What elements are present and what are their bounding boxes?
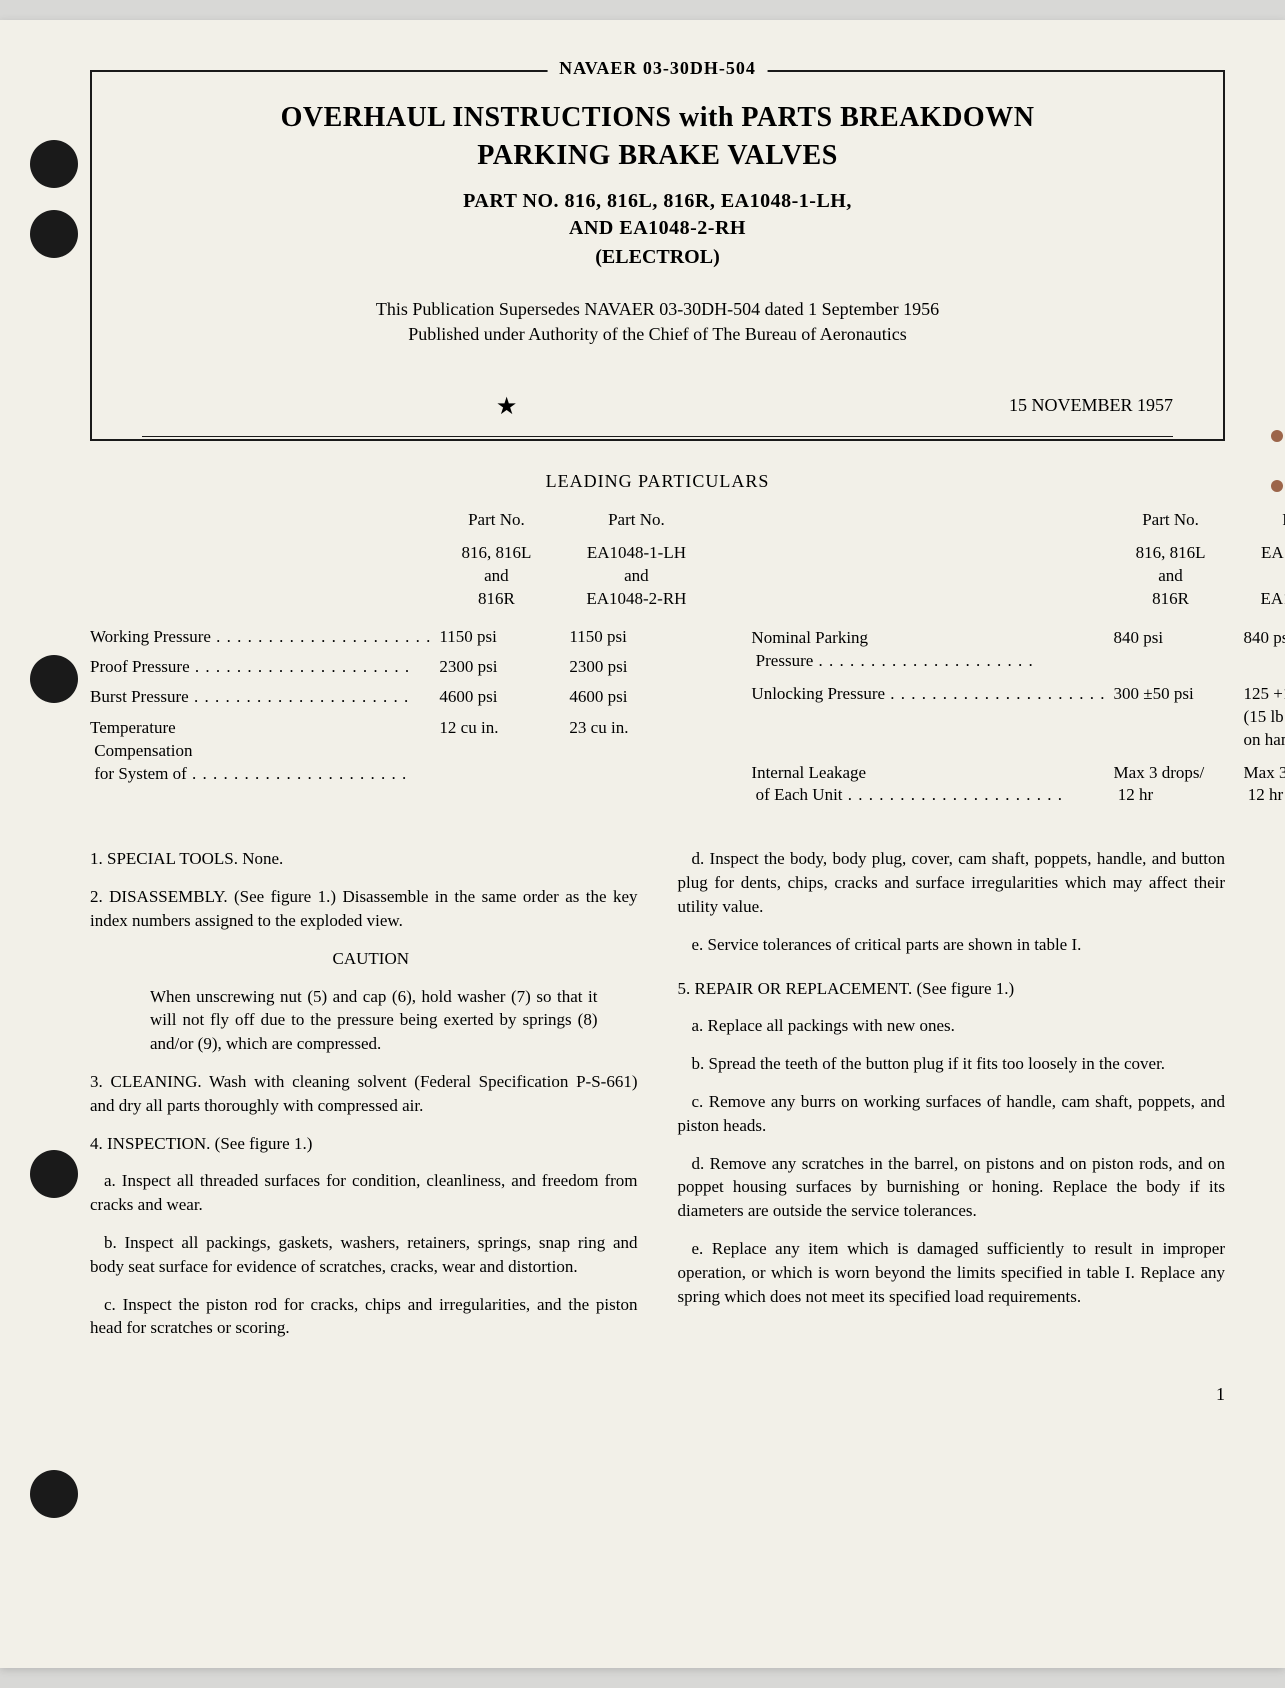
body-right-column: d. Inspect the body, body plug, cover, c… bbox=[678, 847, 1226, 1354]
publication-date: 15 NOVEMBER 1957 bbox=[142, 395, 1173, 416]
document-page: NAVAER 03-30DH-504 OVERHAUL INSTRUCTIONS… bbox=[0, 20, 1285, 1668]
para: d. Inspect the body, body plug, cover, c… bbox=[678, 847, 1226, 918]
caution-heading: CAUTION bbox=[90, 947, 638, 971]
para: e. Service tolerances of critical parts … bbox=[678, 933, 1226, 957]
spec-row: Temperature Compensation for System of 1… bbox=[90, 717, 711, 786]
para: 1. SPECIAL TOOLS. None. bbox=[90, 847, 638, 871]
para: 5. REPAIR OR REPLACEMENT. (See figure 1.… bbox=[678, 977, 1226, 1001]
spec-row: Nominal Parking Pressure 840 psi 840 psi bbox=[751, 627, 1285, 673]
particulars-section: Part No. Part No. 816, 816Land816R EA104… bbox=[90, 510, 1225, 817]
col-subheader: EA1048-1-LHandEA1048-2-RH bbox=[1236, 542, 1285, 611]
title-line-2: PARKING BRAKE VALVES bbox=[142, 140, 1173, 172]
part-line-2: AND EA1048-2-RH bbox=[142, 217, 1173, 240]
col-subheader: EA1048-1-LHandEA1048-2-RH bbox=[561, 542, 711, 611]
punch-hole bbox=[30, 1470, 78, 1518]
col-header: Part No. bbox=[1236, 510, 1285, 530]
body-left-column: 1. SPECIAL TOOLS. None. 2. DISASSEMBLY. … bbox=[90, 847, 638, 1354]
authority-line: Published under Authority of the Chief o… bbox=[142, 324, 1173, 345]
title-line-1: OVERHAUL INSTRUCTIONS with PARTS BREAKDO… bbox=[142, 102, 1173, 134]
para: a. Inspect all threaded surfaces for con… bbox=[90, 1169, 638, 1217]
star-divider-icon: ★ bbox=[488, 395, 526, 419]
particulars-right: Part No. Part No. 816, 816Land816R EA104… bbox=[751, 510, 1285, 817]
punch-hole bbox=[30, 140, 78, 188]
particulars-left: Part No. Part No. 816, 816Land816R EA104… bbox=[90, 510, 711, 817]
para: 3. CLEANING. Wash with cleaning solvent … bbox=[90, 1070, 638, 1118]
part-line-1: PART NO. 816, 816L, 816R, EA1048-1-LH, bbox=[142, 190, 1173, 213]
supersedes-line: This Publication Supersedes NAVAER 03-30… bbox=[142, 299, 1173, 320]
para: 4. INSPECTION. (See figure 1.) bbox=[90, 1132, 638, 1156]
spec-row: Internal Leakage of Each Unit Max 3 drop… bbox=[751, 762, 1285, 808]
caution-text: When unscrewing nut (5) and cap (6), hol… bbox=[150, 985, 598, 1056]
spec-row: Burst Pressure 4600 psi 4600 psi bbox=[90, 687, 711, 707]
para: b. Inspect all packings, gaskets, washer… bbox=[90, 1231, 638, 1279]
doc-id: NAVAER 03-30DH-504 bbox=[547, 58, 768, 79]
punch-hole bbox=[30, 210, 78, 258]
col-subheader: 816, 816Land816R bbox=[431, 542, 561, 611]
para: b. Spread the teeth of the button plug i… bbox=[678, 1052, 1226, 1076]
col-subheader: 816, 816Land816R bbox=[1106, 542, 1236, 611]
page-number: 1 bbox=[90, 1384, 1225, 1405]
spec-row: Unlocking Pressure 300 ±50 psi 125 +15 -… bbox=[751, 683, 1285, 752]
punch-hole bbox=[30, 1150, 78, 1198]
col-header: Part No. bbox=[431, 510, 561, 530]
para: d. Remove any scratches in the barrel, o… bbox=[678, 1152, 1226, 1223]
punch-hole bbox=[30, 655, 78, 703]
manufacturer: (ELECTROL) bbox=[142, 246, 1173, 269]
col-header: Part No. bbox=[561, 510, 711, 530]
leading-particulars-heading: LEADING PARTICULARS bbox=[90, 471, 1225, 492]
para: c. Remove any burrs on working surfaces … bbox=[678, 1090, 1226, 1138]
col-header: Part No. bbox=[1106, 510, 1236, 530]
spec-row: Proof Pressure 2300 psi 2300 psi bbox=[90, 657, 711, 677]
edge-mark bbox=[1271, 430, 1283, 442]
spec-row: Working Pressure 1150 psi 1150 psi bbox=[90, 627, 711, 647]
para: 2. DISASSEMBLY. (See figure 1.) Disassem… bbox=[90, 885, 638, 933]
para: a. Replace all packings with new ones. bbox=[678, 1014, 1226, 1038]
edge-mark bbox=[1271, 480, 1283, 492]
body-text: 1. SPECIAL TOOLS. None. 2. DISASSEMBLY. … bbox=[90, 847, 1225, 1354]
para: e. Replace any item which is damaged suf… bbox=[678, 1237, 1226, 1308]
title-frame: NAVAER 03-30DH-504 OVERHAUL INSTRUCTIONS… bbox=[90, 70, 1225, 441]
para: c. Inspect the piston rod for cracks, ch… bbox=[90, 1293, 638, 1341]
